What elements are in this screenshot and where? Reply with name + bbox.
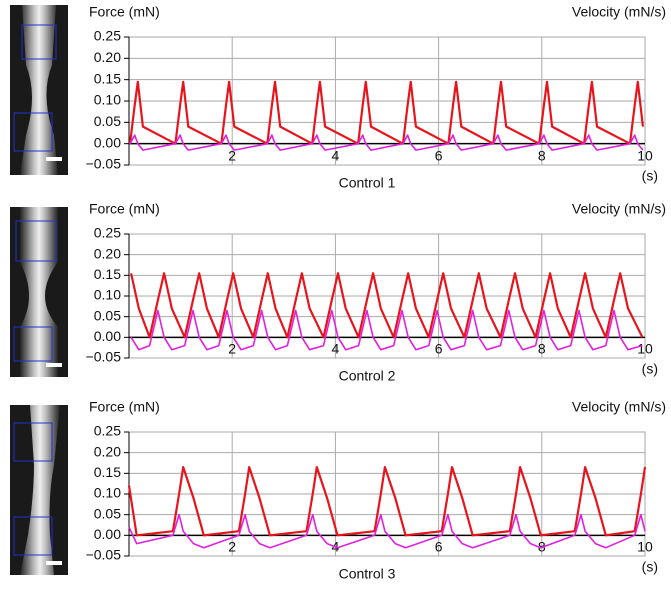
y-tick-label: 0.20 [94, 49, 121, 65]
series-line [129, 134, 644, 151]
y-axis-label: Force (mN) [89, 399, 160, 415]
y-tick-label: 0.00 [94, 526, 121, 542]
y-tick-label: 0.25 [94, 423, 121, 439]
x-tick-label: 10 [637, 148, 653, 164]
y-tick-label: 0.10 [94, 287, 121, 303]
y-axis-label: Force (mN) [89, 201, 160, 217]
chart-panel: 0.250.200.150.100.050.00−0.05 2 4 6 8 10Force… [86, 399, 666, 582]
x-tick-label: 2 [228, 148, 236, 164]
y-axis-label: Force (mN) [89, 4, 160, 20]
x-tick-label: 2 [228, 539, 236, 555]
y2-axis-label: Velocity (mN/s) [572, 4, 666, 20]
y2-axis-label: Velocity (mN/s) [572, 201, 666, 217]
chart-title: Control 2 [339, 368, 396, 384]
series-line [128, 513, 646, 549]
chart-panel: 0.25 0.20 0.15 0.10 0.05 0.00 −0.05 2 4 6 8 10 Force… [86, 201, 666, 384]
x-axis-label: (s) [642, 361, 658, 377]
y-tick-label: 0.20 [94, 245, 121, 261]
series-line [130, 309, 643, 351]
chart-title: Control 3 [339, 566, 396, 582]
y-tick-label: 0.15 [94, 464, 121, 480]
x-tick-label: 10 [637, 341, 653, 357]
x-axis-label: (s) [642, 559, 658, 575]
y-tick-label: 0.10 [94, 485, 121, 501]
y-tick-label: 0.00 [94, 134, 121, 150]
y-tick-label: −0.05 [86, 156, 122, 172]
series-line [127, 466, 647, 537]
x-tick-label: 2 [228, 341, 236, 357]
x-tick-label: 6 [435, 539, 443, 555]
y-tick-label: 0.15 [94, 266, 121, 282]
y-tick-label: 0.25 [94, 225, 121, 241]
y-tick-label: 0.00 [94, 328, 121, 344]
series-line [130, 272, 644, 339]
x-tick-label: 8 [538, 148, 546, 164]
y2-axis-label: Velocity (mN/s) [572, 399, 666, 415]
y-tick-label: 0.25 [94, 28, 121, 44]
x-tick-label: 10 [637, 539, 653, 555]
x-tick-label: 4 [332, 148, 340, 164]
y-tick-label: 0.15 [94, 70, 121, 86]
tissue-image [10, 5, 68, 175]
x-tick-label: 4 [332, 341, 340, 357]
y-tick-label: 0.05 [94, 307, 121, 323]
y-tick-label: 0.05 [94, 113, 121, 129]
y-tick-label: −0.05 [86, 547, 122, 563]
y-tick-label: 0.20 [94, 443, 121, 459]
chart-panel: 0.25 0.20 0.15 0.10 0.05 0.00 −0.05 2 4 6 8 10 Force… [86, 4, 666, 191]
tissue-image [10, 405, 68, 575]
x-tick-label: 8 [538, 341, 546, 357]
y-tick-label: 0.05 [94, 505, 121, 521]
x-tick-label: 6 [435, 148, 443, 164]
series-line [128, 80, 644, 145]
y-tick-label: 0.10 [94, 92, 121, 108]
x-tick-label: 6 [435, 341, 443, 357]
y-tick-label: −0.05 [86, 349, 122, 365]
tissue-image [10, 207, 68, 377]
chart-title: Control 1 [339, 175, 396, 191]
tissue-images [10, 5, 68, 575]
x-axis-label: (s) [642, 168, 658, 184]
